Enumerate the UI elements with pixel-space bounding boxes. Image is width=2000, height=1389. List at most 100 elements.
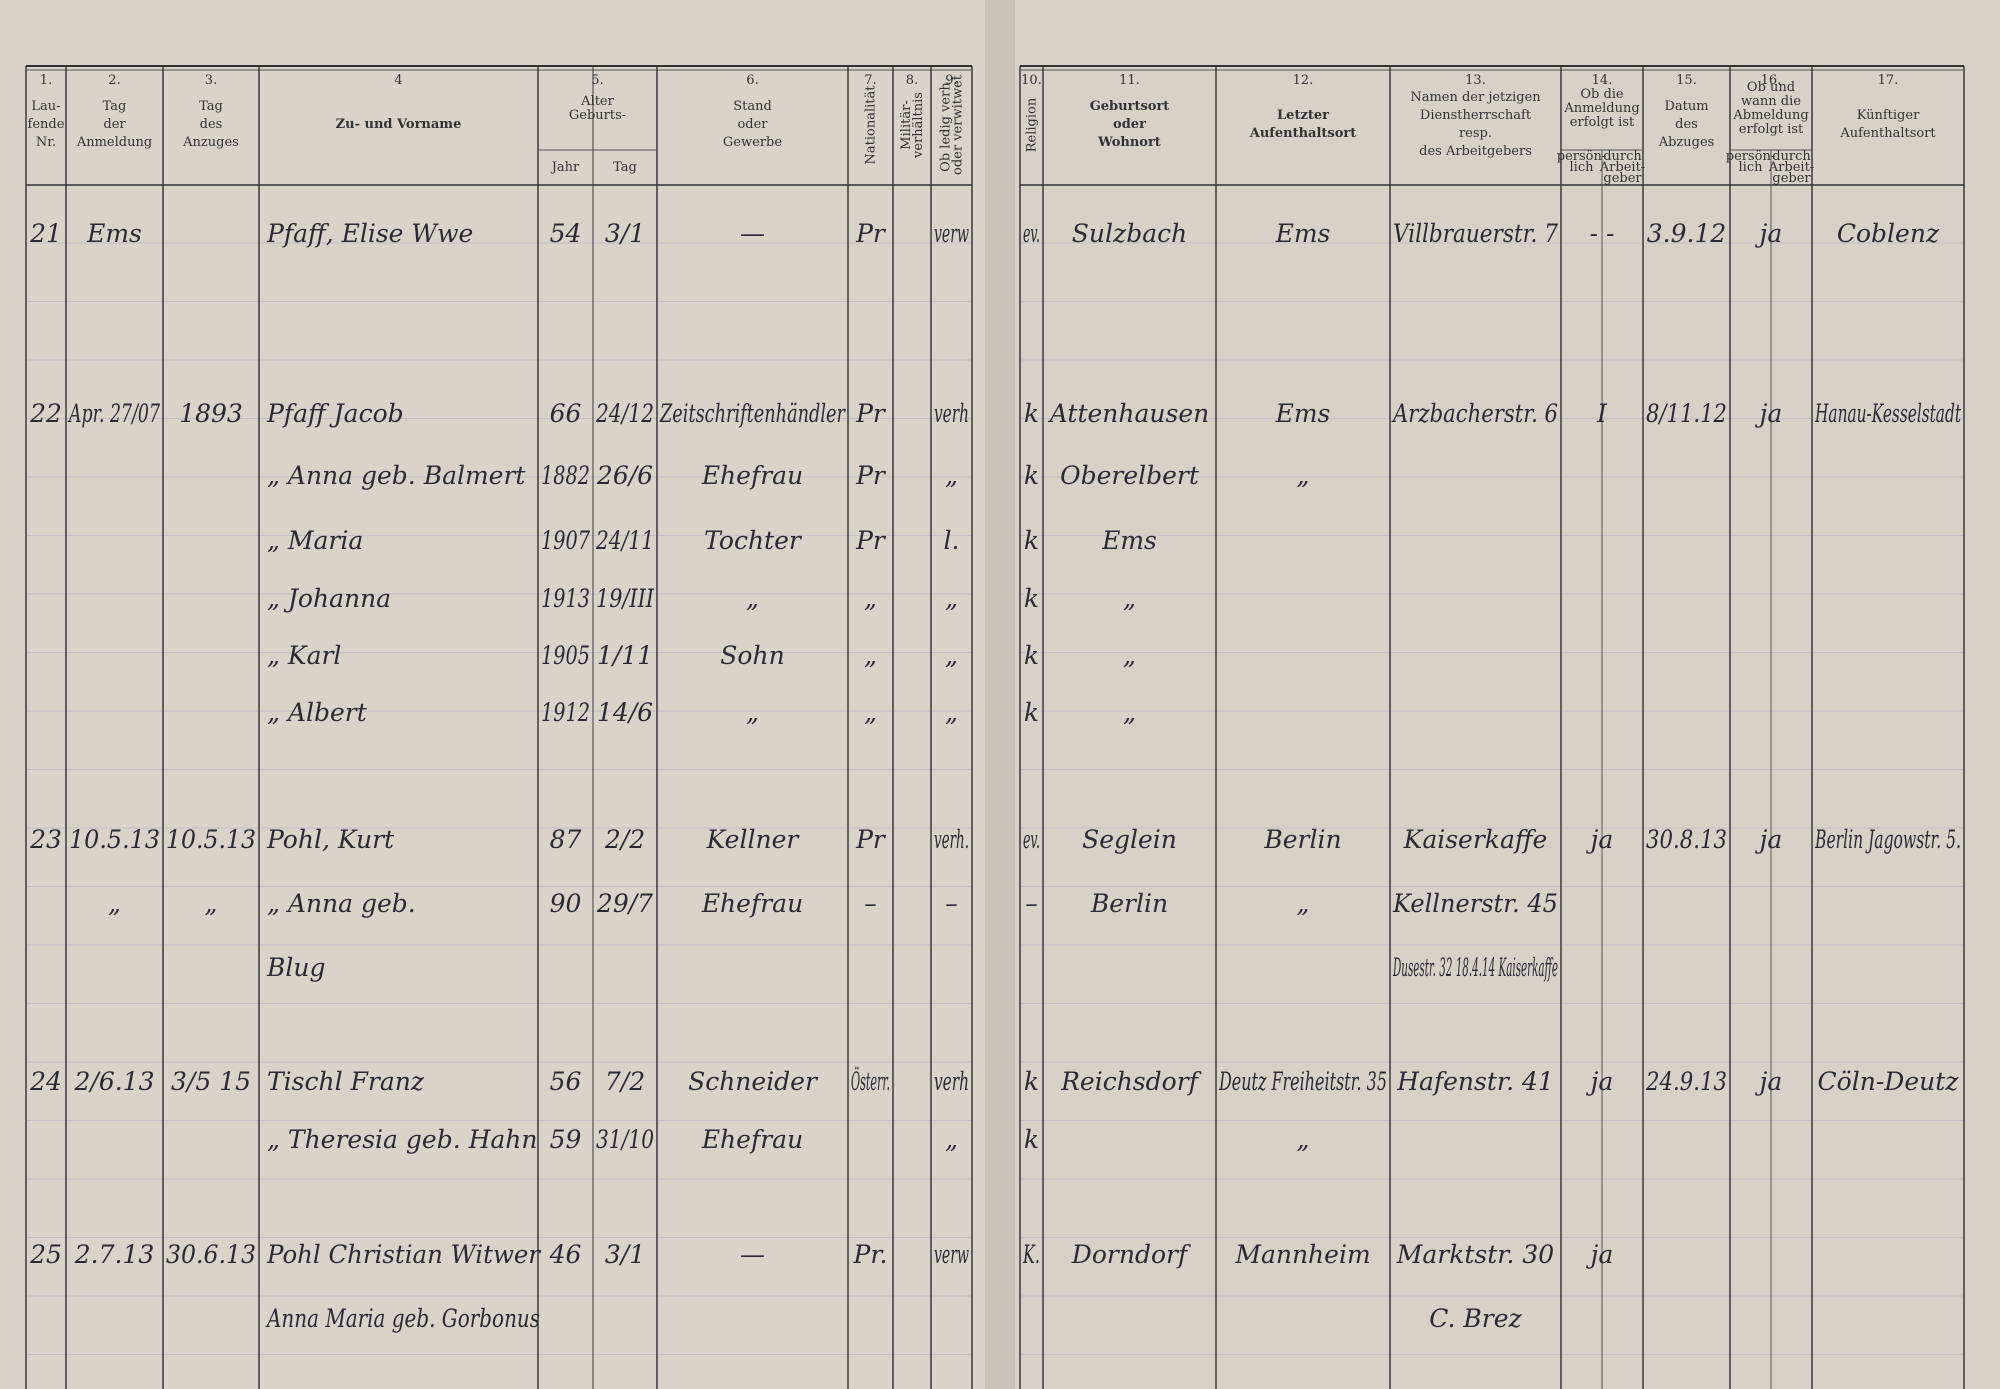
column-label: Ob ledig verh.	[939, 78, 954, 172]
column-label: Lau-	[31, 99, 60, 114]
column-label: oder	[737, 117, 768, 132]
handwritten-entry: „	[864, 641, 877, 670]
right-page	[1010, 0, 2000, 1389]
column-label: des	[1675, 117, 1698, 132]
sub-column-label: Jahr	[550, 160, 580, 175]
handwritten-entry: 1882	[541, 461, 590, 490]
handwritten-entry: „ Johanna	[267, 584, 391, 613]
column-label: resp.	[1459, 126, 1492, 141]
handwritten-entry: Ems	[1275, 219, 1331, 248]
handwritten-entry: 1905	[541, 641, 590, 670]
column-number: 5.	[591, 73, 603, 88]
column-label: Anzuges	[182, 135, 239, 150]
handwritten-entry: 21	[29, 219, 62, 248]
handwritten-entry: Hanau-Kesselstadt	[1814, 399, 1961, 428]
column-number: 4	[394, 73, 402, 88]
handwritten-entry: „	[1297, 461, 1310, 490]
column-label: oder verwitwet	[951, 74, 966, 175]
left-page	[0, 0, 990, 1389]
handwritten-entry: 3/1	[605, 219, 645, 248]
handwritten-entry: ja	[1755, 1067, 1783, 1096]
ruling	[25, 65, 1965, 1389]
handwritten-entry: „ Karl	[267, 641, 341, 670]
handwritten-entry: 31/10	[596, 1125, 654, 1154]
handwritten-entry: 30.8.13	[1646, 825, 1727, 854]
handwritten-entry: 1907	[541, 526, 590, 555]
column-label: fende	[28, 117, 65, 132]
handwritten-entry: Arzbacherstr. 6	[1391, 399, 1558, 428]
handwritten-entry: 26/6	[596, 461, 653, 490]
sub-column-label: Arbeit-	[1599, 160, 1645, 175]
column-label: wann die	[1741, 94, 1801, 109]
column-number: 16.	[1761, 73, 1782, 88]
handwritten-entry: k	[1024, 641, 1039, 670]
column-label: Anmeldung	[76, 135, 152, 150]
column-label: Anmeldung	[1563, 101, 1639, 116]
column-label: der	[103, 117, 126, 132]
handwritten-entry: 19/III	[596, 584, 655, 613]
handwritten-entry: Österr.	[851, 1067, 890, 1096]
handwritten-entry: „	[1297, 1125, 1310, 1154]
sub-column-label: persön-	[1726, 149, 1776, 164]
column-label: des Arbeitgebers	[1419, 144, 1532, 159]
sub-column-label: lich	[1570, 160, 1595, 175]
column-label: Abzuges	[1658, 135, 1715, 150]
handwritten-entry: k	[1024, 1067, 1039, 1096]
handwritten-entry: 3.9.12	[1647, 219, 1727, 248]
handwritten-entry: „ Anna geb.	[267, 889, 416, 918]
handwritten-entry: ja	[1586, 1067, 1614, 1096]
handwritten-entry: 2/2	[604, 825, 645, 854]
handwritten-entry: Oberelbert	[1060, 461, 1200, 490]
handwritten-entry: verw	[934, 1240, 969, 1269]
column-number: 1.	[40, 73, 52, 88]
handwritten-entry: verh	[934, 399, 969, 428]
handwritten-entry: 29/7	[596, 889, 653, 918]
handwritten-entry: Deutz Freiheitstr. 35	[1218, 1067, 1387, 1096]
handwritten-entry: I	[1596, 399, 1608, 428]
handwritten-entry: Seglein	[1082, 825, 1177, 854]
handwritten-entry: k	[1024, 1125, 1039, 1154]
column-label: Aufenthaltsort	[1839, 126, 1936, 141]
handwritten-entry: „	[945, 461, 958, 490]
handwritten-entry: „	[945, 1125, 958, 1154]
handwritten-entry: 22	[29, 399, 62, 428]
handwritten-entry: 1/11	[597, 641, 653, 670]
column-label: Letzter	[1277, 108, 1329, 123]
handwritten-entry: 7/2	[605, 1067, 645, 1096]
handwritten-entry: Berlin	[1263, 825, 1341, 854]
handwritten-entry: 2.7.13	[74, 1240, 155, 1269]
column-label: Nationalität	[864, 85, 879, 165]
column-number: 15.	[1676, 73, 1697, 88]
handwritten-entry: 24.9.13	[1645, 1067, 1727, 1096]
handwritten-entry: ev.	[1023, 825, 1040, 854]
column-number: 6.	[746, 73, 758, 88]
handwritten-entry: –	[864, 889, 877, 918]
handwritten-entry: 87	[550, 825, 582, 854]
handwritten-entry: verw	[934, 219, 969, 248]
handwritten-entry: Hafenstr. 41	[1396, 1067, 1554, 1096]
column-label: Alter	[580, 94, 614, 109]
handwritten-entry: 25	[29, 1240, 62, 1269]
column-label: Tag	[199, 99, 223, 114]
column-label: Aufenthaltsort	[1249, 126, 1357, 141]
column-number: 2.	[108, 73, 120, 88]
handwritten-entry: Pr	[855, 219, 887, 248]
handwritten-entry: —	[740, 1240, 765, 1269]
sub-column-label: durch	[1603, 149, 1642, 164]
sub-column-label: Arbeit-	[1768, 160, 1814, 175]
handwritten-entry: ev.	[1023, 219, 1040, 248]
handwritten-entry: „	[1123, 698, 1136, 727]
handwritten-entry: Ehefrau	[701, 889, 803, 918]
handwritten-entry: „	[864, 584, 877, 613]
handwritten-entry: „	[1123, 584, 1136, 613]
handwritten-entry: Kellnerstr. 45	[1392, 889, 1558, 918]
handwritten-entry: 3/1	[605, 1240, 645, 1269]
handwritten-entry: 90	[550, 889, 582, 918]
handwritten-entry: 24/12	[595, 399, 654, 428]
handwritten-entry: Pr	[855, 461, 887, 490]
handwritten-entry: „	[746, 698, 759, 727]
handwritten-entry: Zeitschriftenhändler	[659, 399, 846, 428]
handwritten-entry: k	[1024, 584, 1039, 613]
handwritten-entry: Berlin	[1090, 889, 1168, 918]
